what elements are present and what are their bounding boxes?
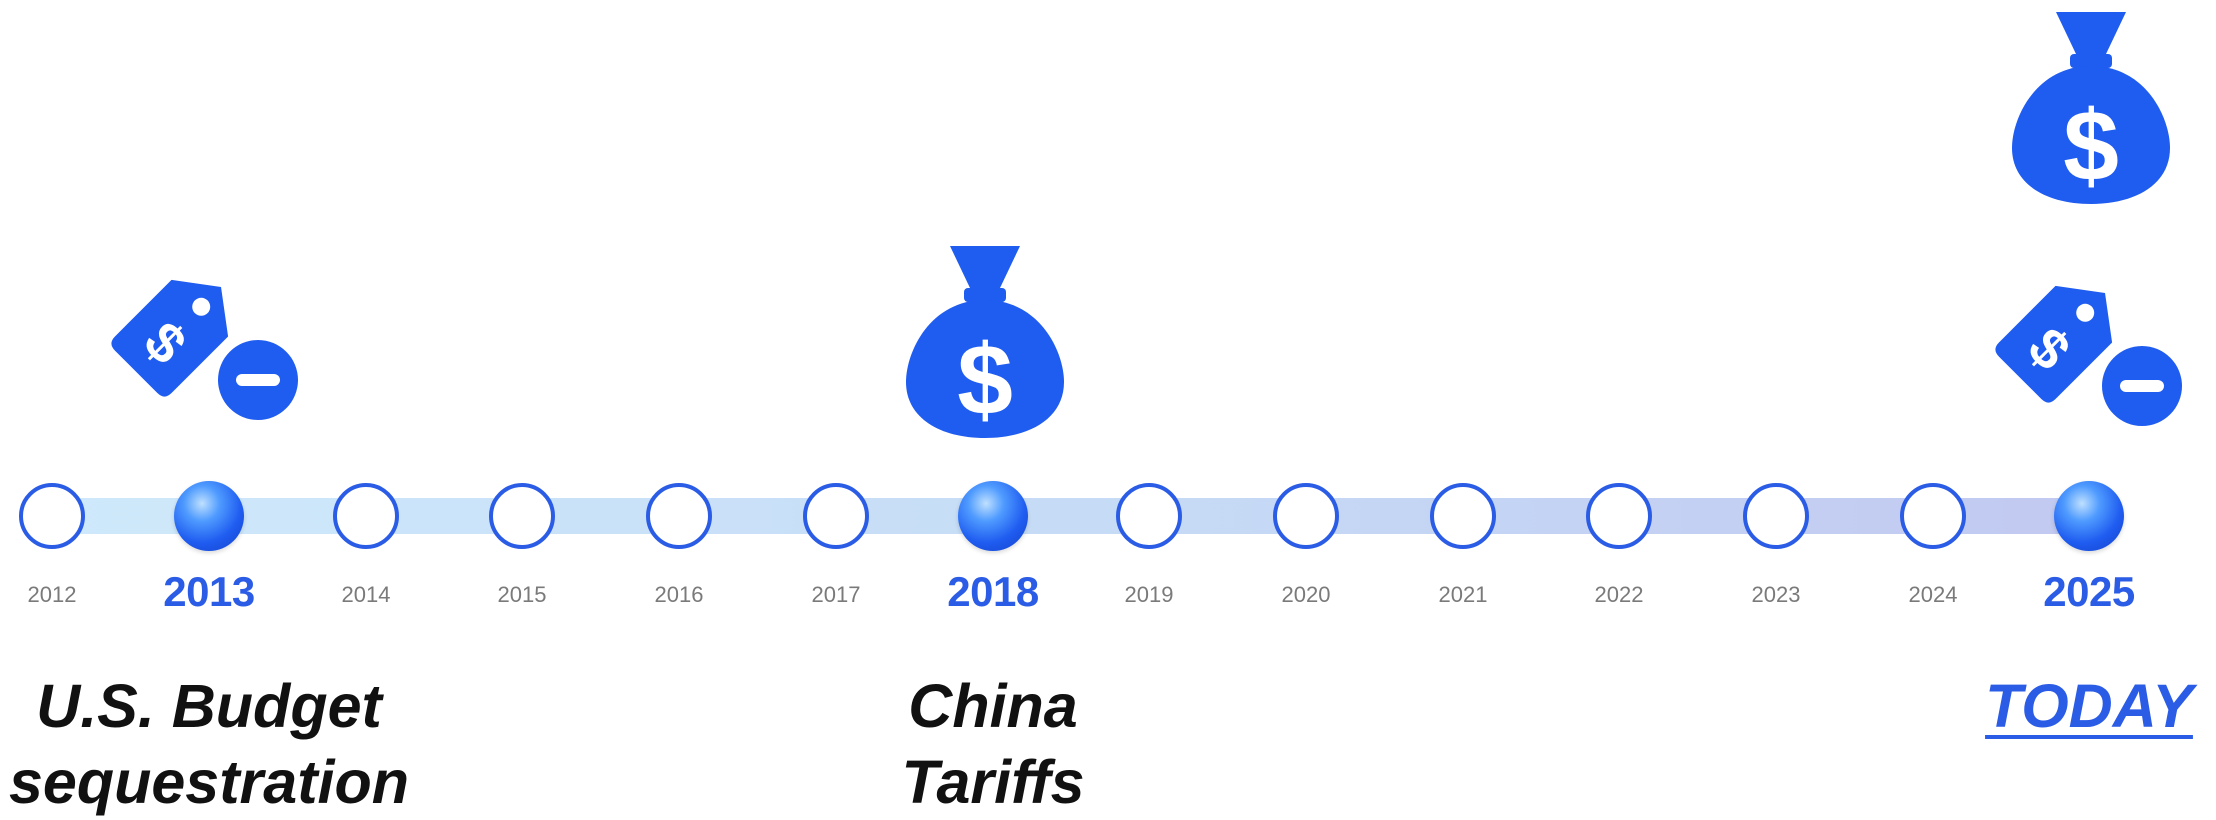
year-label-highlight: 2025: [2043, 568, 2135, 615]
year-label: 2015: [497, 582, 547, 607]
price-tag-minus-icon: $: [1995, 285, 2188, 432]
timeline-node-2021: [1430, 483, 1496, 549]
price-tag-minus-icon: $: [111, 279, 304, 426]
timeline-node-2022: [1586, 483, 1652, 549]
timeline-node-2015: [489, 483, 555, 549]
year-label: 2024: [1908, 582, 1958, 607]
timeline-node-2016: [646, 483, 712, 549]
money-bag-icon: $: [906, 246, 1064, 438]
year-label: 2012: [27, 582, 77, 607]
year-label-highlight: 2018: [947, 568, 1039, 615]
event-caption-china-tariffs: China Tariffs: [901, 668, 1084, 820]
year-label: 2023: [1751, 582, 1801, 607]
timeline-node-2020: [1273, 483, 1339, 549]
timeline-node-2017: [803, 483, 869, 549]
event-caption-line: sequestration: [9, 748, 409, 816]
today-link[interactable]: TODAY: [1985, 668, 2193, 744]
year-label: 2017: [811, 582, 861, 607]
timeline-node-2014: [333, 483, 399, 549]
year-label: 2014: [341, 582, 391, 607]
timeline-node-2013: [174, 481, 244, 551]
timeline-node-2024: [1900, 483, 1966, 549]
timeline-node-2012: [19, 483, 85, 549]
event-caption-line: U.S. Budget: [36, 672, 382, 740]
year-label-highlight: 2013: [163, 568, 255, 615]
event-caption-budget-sequestration: U.S. Budget sequestration: [9, 668, 409, 820]
svg-text:$: $: [957, 324, 1013, 436]
event-caption-line: Tariffs: [901, 748, 1085, 816]
timeline-node-2025: [2054, 481, 2124, 551]
timeline-node-2023: [1743, 483, 1809, 549]
event-caption-line: TODAY: [1985, 672, 2193, 740]
money-bag-icon: $: [2012, 12, 2170, 204]
svg-text:$: $: [2063, 90, 2119, 202]
year-label: 2016: [654, 582, 704, 607]
timeline-node-2018: [958, 481, 1028, 551]
year-label: 2021: [1438, 582, 1488, 607]
timeline-node-2019: [1116, 483, 1182, 549]
year-label: 2022: [1594, 582, 1644, 607]
event-caption-line: China: [908, 672, 1078, 740]
year-label: 2019: [1124, 582, 1174, 607]
year-label: 2020: [1281, 582, 1331, 607]
